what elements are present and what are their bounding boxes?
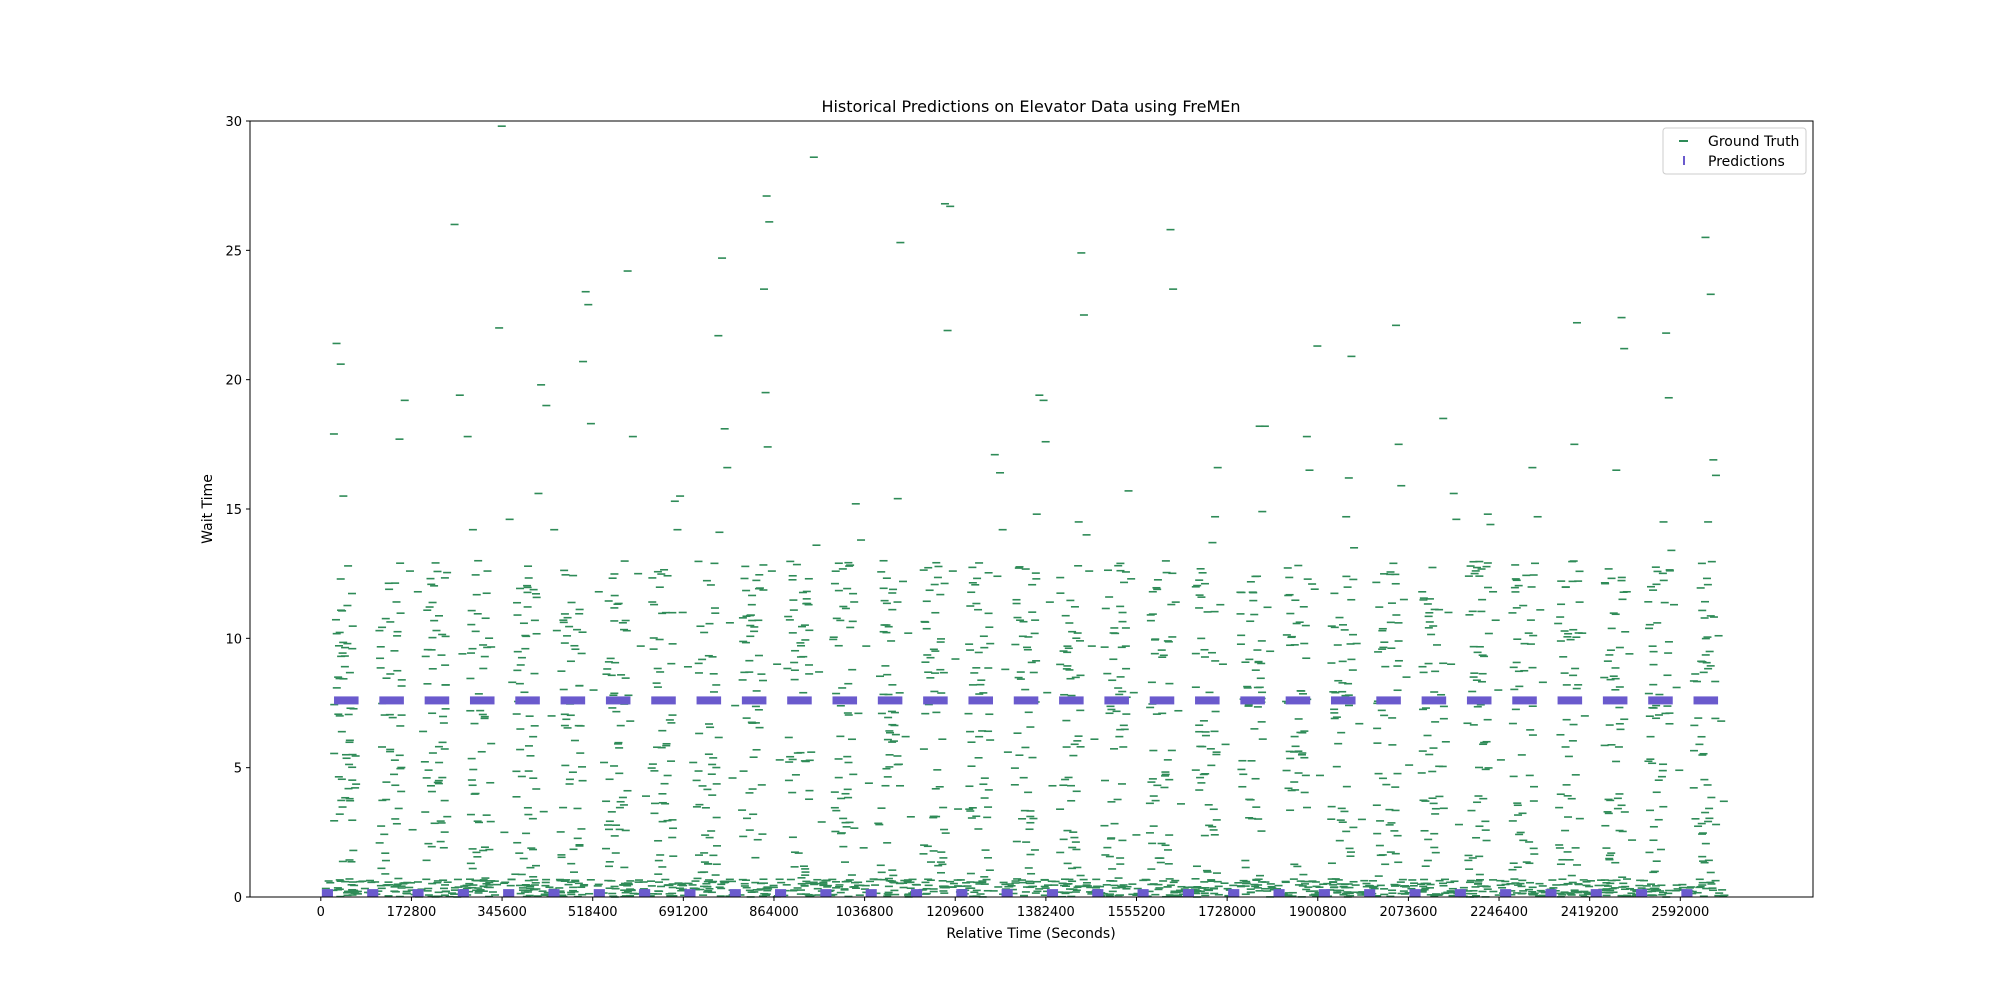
prediction-high-segment <box>1693 696 1719 705</box>
x-tick-label: 1728000 <box>1198 905 1256 920</box>
x-tick-label: 345600 <box>477 905 527 920</box>
prediction-high-segment <box>1285 696 1311 705</box>
y-tick-label: 30 <box>225 115 242 130</box>
prediction-high-segment <box>877 696 903 705</box>
prediction-low-segment <box>1046 889 1059 898</box>
y-tick-label: 5 <box>234 762 242 777</box>
prediction-low-segment <box>775 889 787 898</box>
prediction-high-segment <box>1149 696 1175 705</box>
prediction-high-segment <box>651 696 676 705</box>
prediction-low-segment <box>1182 889 1194 898</box>
chart-title: Historical Predictions on Elevator Data … <box>821 97 1240 116</box>
prediction-high-segment <box>1059 696 1084 705</box>
prediction-high-segment <box>1512 696 1537 705</box>
legend-predictions-label: Predictions <box>1708 154 1785 170</box>
legend: Ground Truth Predictions <box>1662 127 1807 175</box>
y-axis-label: Wait Time <box>200 474 216 544</box>
prediction-low-segment <box>457 889 469 898</box>
prediction-low-segment <box>639 889 651 898</box>
prediction-high-segment <box>1013 696 1039 705</box>
prediction-high-segment <box>741 696 767 705</box>
legend-box <box>1662 127 1807 175</box>
prediction-low-segment <box>548 889 560 898</box>
prediction-low-segment <box>1364 889 1376 898</box>
prediction-low-segment <box>1273 889 1285 898</box>
x-tick-label: 2073600 <box>1379 905 1437 920</box>
x-tick-label: 691200 <box>659 905 709 920</box>
prediction-low-segment <box>910 889 923 898</box>
prediction-high-segment <box>832 696 858 705</box>
prediction-low-segment <box>684 889 696 898</box>
y-axis: 0 5 10 15 20 25 30 <box>225 115 250 906</box>
prediction-low-segment <box>1092 889 1104 898</box>
prediction-low-segment <box>412 889 424 898</box>
prediction-low-segment <box>865 889 877 898</box>
prediction-high-segment <box>334 696 359 705</box>
prediction-low-segment <box>1228 889 1240 898</box>
prediction-low-segment <box>1318 889 1330 898</box>
prediction-high-segment <box>515 696 540 705</box>
prediction-low-segment <box>1137 889 1149 898</box>
prediction-high-segment <box>424 696 450 705</box>
prediction-high-segment <box>1376 696 1401 705</box>
prediction-high-segment <box>469 696 495 705</box>
x-tick-label: 2246400 <box>1470 905 1528 920</box>
prediction-high-segment <box>1421 696 1447 705</box>
y-tick-label: 0 <box>234 891 242 906</box>
x-tick-label: 2592000 <box>1651 905 1709 920</box>
x-tick-label: 172800 <box>387 905 437 920</box>
x-tick-label: 1382400 <box>1017 905 1075 920</box>
prediction-high-segment <box>560 696 586 705</box>
prediction-low-segment <box>956 889 968 898</box>
x-axis: 0 172800 345600 518400 691200 864000 1036800 12… <box>317 897 1709 920</box>
prediction-high-segment <box>696 696 722 705</box>
prediction-low-segment <box>1001 889 1013 898</box>
y-tick-label: 25 <box>225 244 242 259</box>
prediction-low-segment <box>1409 889 1421 898</box>
x-tick-label: 1209600 <box>926 905 984 920</box>
prediction-low-segment <box>1454 889 1466 898</box>
prediction-low-segment <box>1681 889 1693 898</box>
prediction-high-segment <box>1330 696 1356 705</box>
y-tick-label: 20 <box>225 374 242 389</box>
prediction-high-segment <box>1466 696 1492 705</box>
prediction-low-segment <box>1636 889 1648 898</box>
x-tick-label: 864000 <box>749 905 799 920</box>
legend-ground-truth-label: Ground Truth <box>1708 134 1799 150</box>
y-tick-label: 15 <box>225 503 242 518</box>
prediction-low-segment <box>1500 889 1512 898</box>
prediction-high-segment <box>1557 696 1583 705</box>
x-tick-label: 1900800 <box>1289 905 1347 920</box>
prediction-high-segment <box>1240 696 1265 705</box>
plot-area <box>321 125 1729 898</box>
prediction-low-segment <box>820 889 832 898</box>
x-tick-label: 2419200 <box>1561 905 1619 920</box>
prediction-high-segment <box>1195 696 1220 705</box>
prediction-high-segment <box>787 696 812 705</box>
x-tick-label: 518400 <box>568 905 618 920</box>
prediction-low-segment <box>321 889 333 898</box>
x-tick-label: 1036800 <box>836 905 894 920</box>
prediction-low-segment <box>1545 889 1557 898</box>
x-tick-label: 0 <box>317 905 325 920</box>
x-axis-label: Relative Time (Seconds) <box>946 926 1115 942</box>
prediction-high-segment <box>379 696 404 705</box>
prediction-high-segment <box>605 696 631 705</box>
prediction-low-segment <box>593 889 605 898</box>
prediction-high-segment <box>1104 696 1129 705</box>
y-tick-label: 10 <box>225 632 242 647</box>
prediction-low-segment <box>729 889 741 898</box>
x-tick-label: 1555200 <box>1108 905 1166 920</box>
prediction-high-segment <box>1648 696 1673 705</box>
prediction-low-segment <box>503 889 515 898</box>
prediction-low-segment <box>367 889 379 898</box>
prediction-high-segment <box>923 696 948 705</box>
prediction-low-segment <box>1590 889 1602 898</box>
prediction-high-segment <box>1602 696 1628 705</box>
prediction-high-segment <box>968 696 994 705</box>
